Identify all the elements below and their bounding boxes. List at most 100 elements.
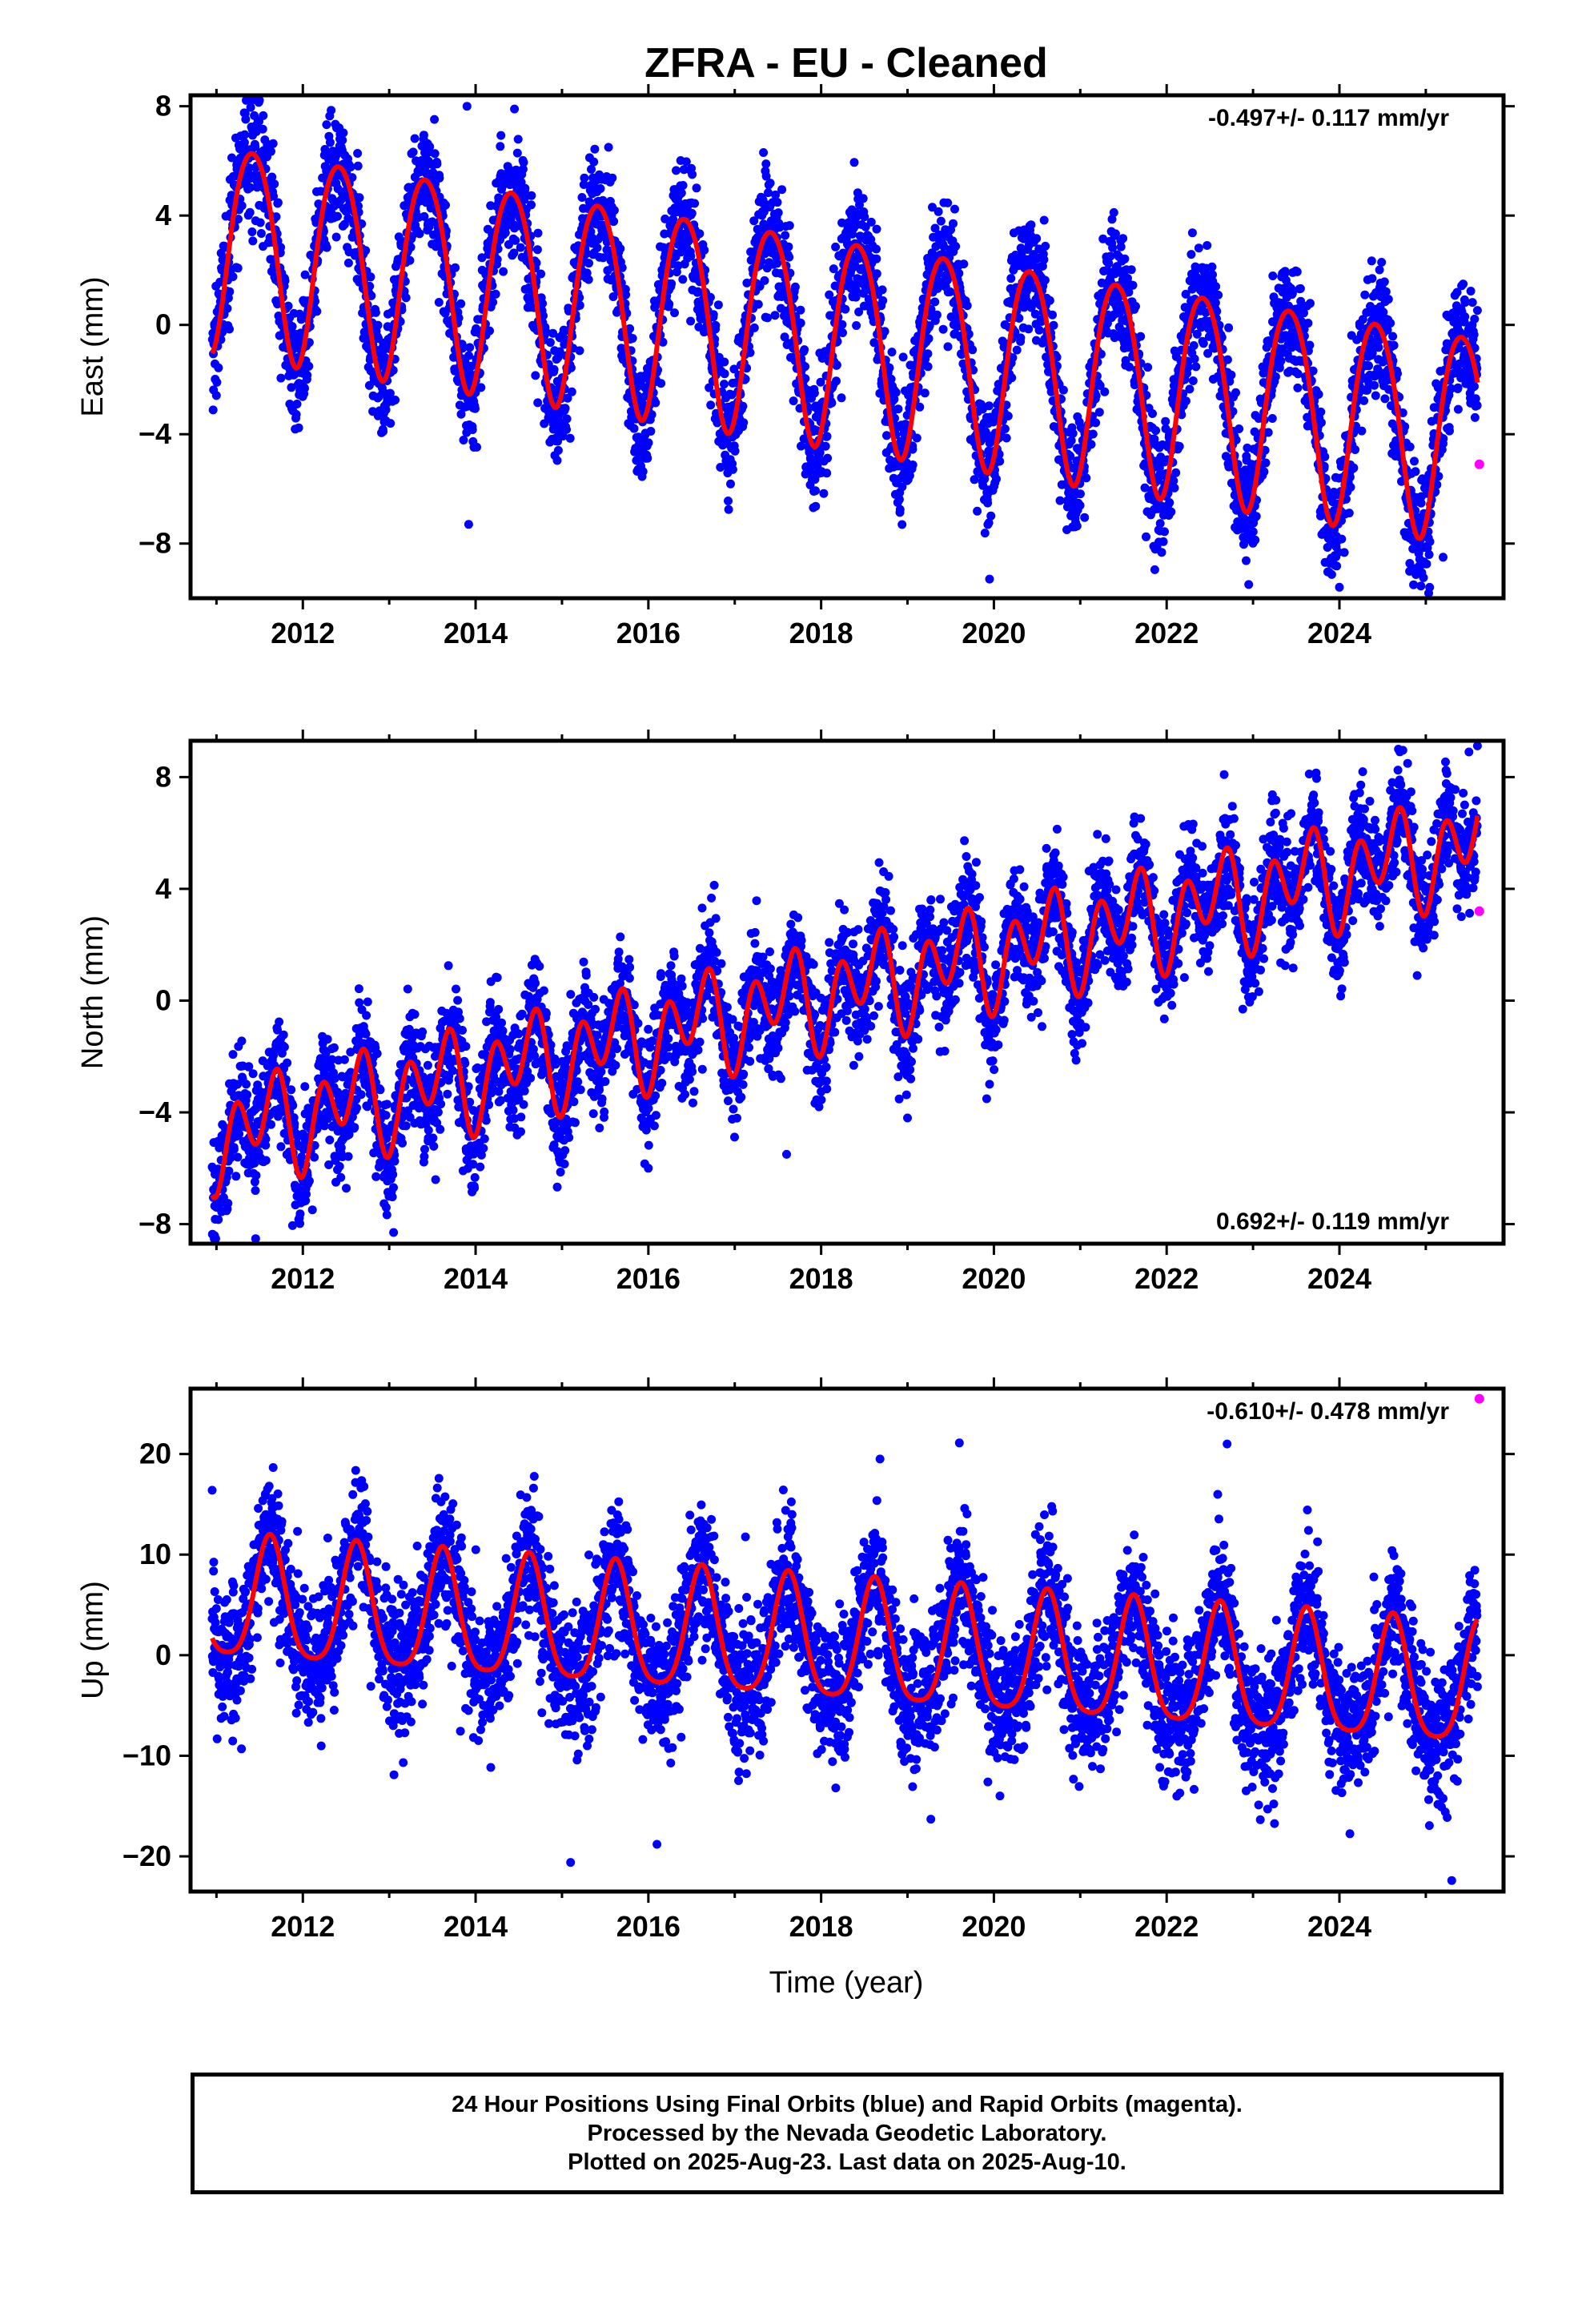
final-orbit-point <box>1380 394 1390 404</box>
final-orbit-point <box>1316 407 1326 416</box>
final-orbit-point <box>584 259 593 268</box>
final-orbit-point <box>432 159 442 169</box>
final-orbit-point <box>471 404 480 413</box>
final-orbit-point <box>1267 414 1277 423</box>
final-orbit-point <box>713 300 723 310</box>
final-orbit-point <box>821 441 830 451</box>
final-orbit-point <box>519 158 528 167</box>
final-orbit-point <box>1453 404 1463 414</box>
final-orbit-point <box>405 255 415 265</box>
final-orbit-point <box>1459 279 1468 289</box>
final-orbit-point <box>760 275 769 285</box>
final-orbit-point <box>1371 391 1380 400</box>
final-orbit-point <box>720 357 729 367</box>
final-orbit-point <box>1110 229 1120 239</box>
final-orbit-point <box>225 324 234 334</box>
final-orbit-point <box>678 181 688 190</box>
final-orbit-point <box>1199 339 1208 348</box>
final-orbit-point <box>992 474 1001 484</box>
final-orbit-point <box>938 324 948 334</box>
final-orbit-point <box>1346 482 1355 492</box>
final-orbit-point <box>239 138 249 147</box>
final-orbit-point <box>347 173 357 183</box>
final-orbit-point <box>1072 521 1082 531</box>
final-orbit-point <box>951 242 961 251</box>
final-orbit-point <box>651 398 661 408</box>
final-orbit-point <box>849 158 859 167</box>
final-orbit-point <box>1422 559 1431 569</box>
final-orbit-point <box>1468 298 1477 308</box>
final-orbit-point <box>1143 363 1153 372</box>
final-orbit-point <box>1335 582 1344 592</box>
final-orbit-point <box>512 148 522 158</box>
final-orbit-point <box>1034 325 1044 335</box>
final-orbit-point <box>1276 356 1286 366</box>
final-orbit-point <box>488 297 498 307</box>
final-orbit-point <box>773 198 782 207</box>
final-orbit-point <box>584 275 593 284</box>
final-orbit-point <box>1460 312 1470 321</box>
final-orbit-point <box>1293 383 1303 392</box>
final-orbit-point <box>943 342 953 352</box>
final-orbit-point <box>930 297 940 307</box>
final-orbit-point <box>491 289 500 299</box>
final-orbit-point <box>355 193 364 203</box>
final-orbit-point <box>665 300 674 309</box>
final-orbit-point <box>1388 332 1398 341</box>
final-orbit-point <box>711 320 721 330</box>
final-orbit-point <box>730 446 740 456</box>
final-orbit-point <box>973 506 982 516</box>
final-orbit-point <box>1170 483 1179 493</box>
final-orbit-point <box>415 229 424 239</box>
final-orbit-point <box>562 424 571 434</box>
final-orbit-point <box>1002 433 1011 443</box>
final-orbit-point <box>1109 207 1118 217</box>
final-orbit-point <box>837 393 846 403</box>
final-orbit-point <box>464 520 473 529</box>
final-orbit-point <box>1160 527 1169 537</box>
final-orbit-point <box>531 371 540 380</box>
final-orbit-point <box>434 298 444 307</box>
final-orbit-point <box>1472 400 1482 410</box>
final-orbit-point <box>1191 362 1201 372</box>
final-orbit-point <box>644 438 653 448</box>
final-orbit-point <box>233 263 243 273</box>
final-orbit-point <box>1186 250 1196 259</box>
final-orbit-point <box>343 258 353 267</box>
final-orbit-point <box>1100 387 1110 396</box>
final-orbit-point <box>225 287 235 296</box>
final-orbit-point <box>1187 228 1197 238</box>
final-orbit-point <box>1411 467 1420 476</box>
final-orbit-point <box>565 433 575 443</box>
final-orbit-point <box>386 419 396 428</box>
final-orbit-point <box>575 346 584 356</box>
final-orbit-point <box>858 194 868 203</box>
final-orbit-point <box>1174 441 1184 451</box>
final-orbit-point <box>1470 412 1480 422</box>
final-orbit-point <box>1211 282 1221 292</box>
final-orbit-point <box>773 259 782 268</box>
final-orbit-point <box>401 293 411 303</box>
final-orbit-point <box>527 200 536 210</box>
final-orbit-point <box>1453 383 1463 392</box>
final-orbit-point <box>228 272 238 281</box>
final-orbit-point <box>608 173 617 183</box>
final-orbit-point <box>770 311 780 320</box>
final-orbit-point <box>819 489 829 498</box>
final-orbit-point <box>361 246 371 255</box>
final-orbit-point <box>271 212 281 222</box>
final-orbit-point <box>968 345 978 355</box>
final-orbit-point <box>1082 473 1091 483</box>
final-orbit-point <box>841 304 850 314</box>
final-orbit-point <box>1424 550 1434 559</box>
final-orbit-point <box>1377 258 1387 267</box>
final-orbit-point <box>1075 501 1085 510</box>
final-orbit-point <box>1086 440 1096 449</box>
final-orbit-point <box>562 414 572 424</box>
final-orbit-point <box>934 207 943 216</box>
final-orbit-point <box>604 143 613 152</box>
final-orbit-point <box>801 362 809 372</box>
final-orbit-point <box>1026 220 1036 230</box>
final-orbit-point <box>1166 507 1176 517</box>
